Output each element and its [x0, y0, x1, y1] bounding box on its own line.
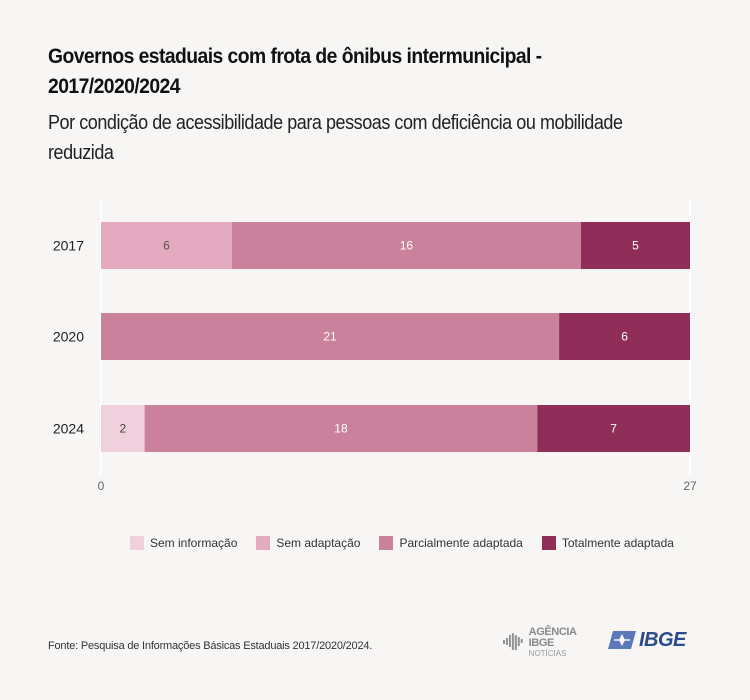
bar-segment	[231, 222, 581, 269]
ibge-emblem-icon	[608, 631, 636, 649]
x-tick-label: 0	[98, 479, 105, 493]
chart-title: Governos estaduais com frota de ônibus i…	[48, 45, 542, 98]
agencia-ibge-logo: AGÊNCIA IBGE NOTÍCIAS	[503, 625, 603, 658]
legend-swatch	[130, 536, 144, 550]
brazil-map-icon	[503, 633, 523, 650]
bar-value-label: 2	[119, 422, 126, 436]
bar-value-label: 5	[632, 239, 639, 253]
agencia-logo-text: AGÊNCIA IBGE	[528, 625, 577, 649]
bar-value-label: 21	[323, 330, 337, 344]
y-category-label: 2017	[53, 238, 84, 254]
bar-segment	[537, 405, 690, 452]
bar-value-label: 7	[610, 422, 617, 436]
bar-segment	[101, 222, 232, 269]
bar-value-label: 18	[334, 422, 348, 436]
legend-label: Sem adaptação	[276, 536, 361, 550]
x-tick-label: 27	[683, 479, 697, 493]
source-note: Fonte: Pesquisa de Informações Básicas E…	[48, 640, 373, 652]
chart-subtitle: Por condição de acessibilidade para pess…	[48, 112, 623, 164]
bar-value-label: 6	[163, 239, 170, 253]
bar-segment	[101, 405, 145, 452]
stacked-bar-chart: 6 16 5 21 6 2 18 7 2017 2020 2024 0 27	[53, 200, 697, 493]
bar-segment	[144, 405, 538, 452]
bar-value-label: 16	[400, 239, 414, 253]
legend-swatch	[256, 536, 271, 550]
legend-swatch	[379, 536, 394, 550]
ibge-logo: IBGE	[608, 628, 686, 652]
bar-segment	[101, 313, 560, 360]
legend-label: Sem informação	[150, 536, 238, 550]
bars	[101, 222, 690, 452]
bar-labels: 6 16 5 21 6 2 18 7	[119, 239, 639, 436]
legend-item-totalmente-adaptada: Totalmente adaptada	[541, 536, 674, 550]
bar-segment	[580, 222, 690, 269]
legend: Sem informação Sem adaptação Parcialment…	[130, 536, 693, 550]
legend-label: Parcialmente adaptada	[399, 536, 523, 550]
y-category-label: 2024	[53, 421, 84, 437]
bar-segment	[559, 313, 690, 360]
agencia-logo-subtext: NOTÍCIAS	[528, 648, 567, 658]
x-axis-ticks: 0 27	[98, 479, 697, 493]
legend-item-sem-informacao: Sem informação	[130, 536, 237, 550]
legend-label: Totalmente adaptada	[561, 536, 674, 550]
y-axis-labels: 2017 2020 2024	[53, 238, 84, 437]
bar-value-label: 6	[621, 330, 628, 344]
legend-item-parcialmente-adaptada: Parcialmente adaptada	[379, 536, 523, 550]
ibge-logo-text: IBGE	[639, 628, 686, 651]
legend-item-sem-adaptacao: Sem adaptação	[256, 536, 360, 550]
legend-swatch	[541, 536, 556, 550]
y-category-label: 2020	[53, 329, 84, 345]
